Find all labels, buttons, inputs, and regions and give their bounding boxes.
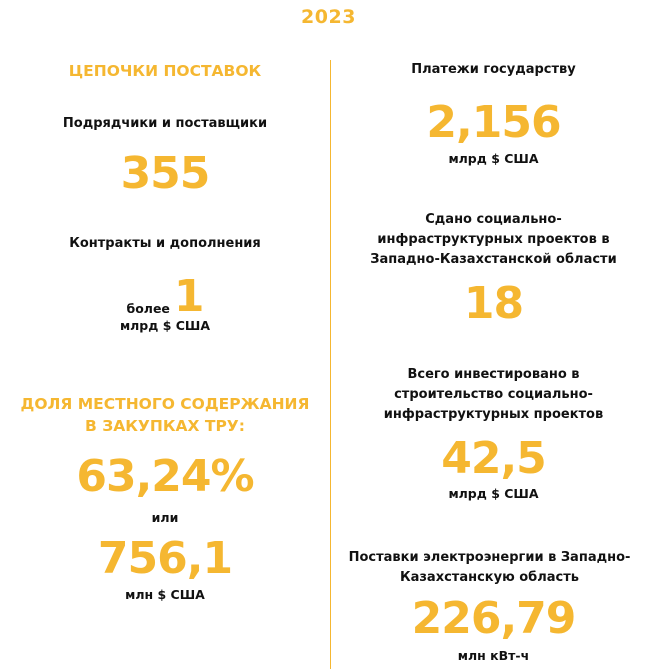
invest-label-line1: Всего инвестировано в xyxy=(407,367,580,382)
power-label: Поставки электроэнергии в Западно- Казах… xyxy=(322,548,657,588)
projects-label-line2: инфраструктурных проектов в xyxy=(377,232,610,247)
projects-label-line1: Сдано социально- xyxy=(425,212,562,227)
local-unit: млн $ США xyxy=(125,587,205,602)
payments-value: 2,156 xyxy=(426,97,561,148)
contracts-label: Контракты и дополнения xyxy=(69,236,261,251)
local-heading-line1: ДОЛЯ МЕСТНОГО СОДЕРЖАНИЯ xyxy=(20,395,310,413)
supply-chain-heading: ЦЕПОЧКИ ПОСТАВОК xyxy=(68,62,262,80)
column-divider xyxy=(330,60,331,669)
contracts-prefix: более xyxy=(126,301,170,316)
contracts-value: 1 xyxy=(173,271,205,322)
contracts-block: более 1 xyxy=(0,275,330,319)
power-label-line2: Казахстанскую область xyxy=(399,570,580,585)
invest-value: 42,5 xyxy=(441,433,547,484)
contractors-label: Подрядчики и поставщики xyxy=(62,116,268,131)
power-label-line1: Поставки электроэнергии в Западно- xyxy=(348,550,631,565)
projects-label-line3: Западно-Казахстанской области xyxy=(370,252,617,267)
power-value: 226,79 xyxy=(411,593,577,644)
contracts-unit: млрд $ США xyxy=(119,318,211,333)
local-percent: 63,24% xyxy=(76,451,254,502)
year-title: 2023 xyxy=(301,6,356,28)
projects-value: 18 xyxy=(463,278,524,329)
local-value: 756,1 xyxy=(97,533,233,584)
invest-label: Всего инвестировано в строительство соци… xyxy=(330,365,657,425)
payments-label: Платежи государству xyxy=(411,62,576,77)
invest-unit: млрд $ США xyxy=(448,486,539,501)
local-heading-line2: В ЗАКУПКАХ ТРУ: xyxy=(85,417,245,435)
payments-unit: млрд $ США xyxy=(448,151,539,166)
local-or: или xyxy=(151,510,179,525)
projects-label: Сдано социально- инфраструктурных проект… xyxy=(330,210,657,270)
power-unit: млн кВт-ч xyxy=(457,648,530,663)
contractors-value: 355 xyxy=(120,148,211,199)
invest-label-line3: инфраструктурных проектов xyxy=(383,407,604,422)
local-content-heading: ДОЛЯ МЕСТНОГО СОДЕРЖАНИЯ В ЗАКУПКАХ ТРУ: xyxy=(0,393,330,437)
invest-label-line2: строительство социально- xyxy=(394,387,593,402)
